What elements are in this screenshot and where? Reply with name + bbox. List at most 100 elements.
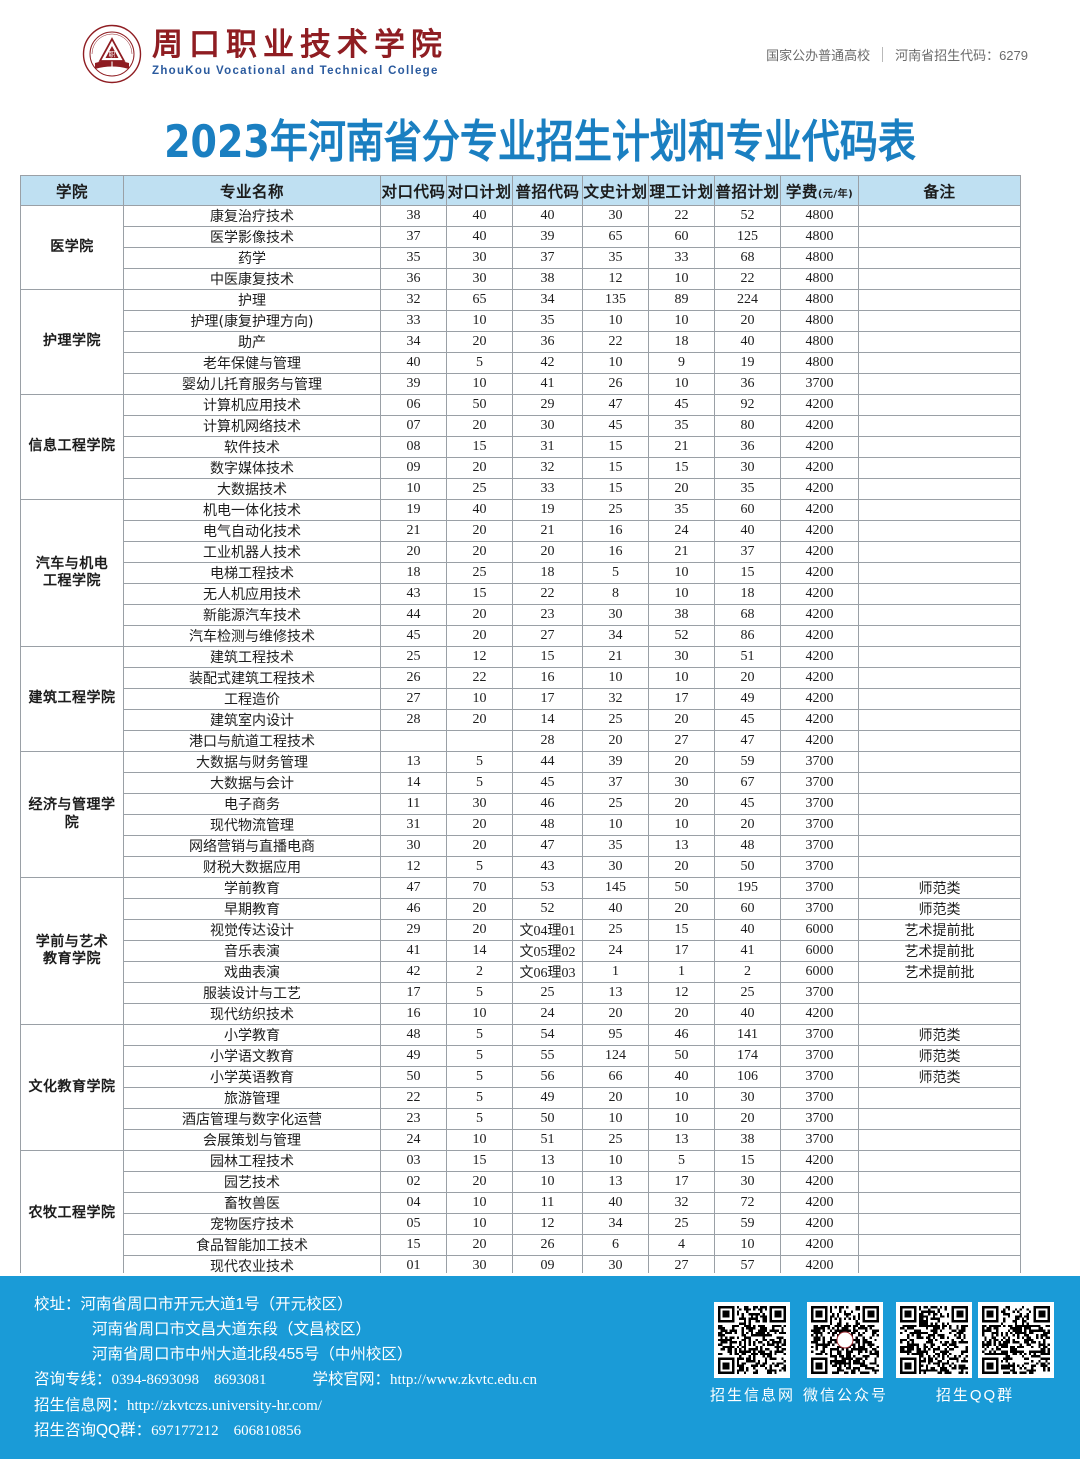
table-row: 宠物医疗技术 05 10 12 34 25 59 4200 bbox=[21, 1213, 1021, 1235]
table-row: 旅游管理 22 5 49 20 10 30 3700 bbox=[21, 1087, 1021, 1109]
lg-plan-cell: 27 bbox=[648, 730, 715, 752]
column-header-2: 对口代码 bbox=[380, 175, 447, 206]
pz-plan-cell: 10 bbox=[714, 1234, 781, 1256]
college-cell-7: 文化教育学院 bbox=[20, 1024, 124, 1151]
dk-plan-cell: 5 bbox=[446, 1024, 513, 1046]
college-name-cn: 周口职业技术学院 bbox=[152, 27, 448, 64]
ws-plan-cell: 40 bbox=[582, 1192, 649, 1214]
dk-code-cell: 05 bbox=[380, 1213, 447, 1235]
pz-plan-cell: 52 bbox=[714, 205, 781, 227]
major-name-cell: 工程造价 bbox=[123, 688, 381, 710]
qr-code-icon[interactable] bbox=[896, 1302, 972, 1378]
remark-cell bbox=[858, 331, 1021, 353]
ws-plan-cell: 45 bbox=[582, 415, 649, 437]
title-block: 2023年河南省分专业招生计划和专业代码表 bbox=[0, 108, 1080, 175]
tuition-cell: 4200 bbox=[780, 1150, 859, 1172]
lg-plan-cell: 10 bbox=[648, 1108, 715, 1130]
lg-plan-cell: 35 bbox=[648, 499, 715, 521]
remark-cell: 师范类 bbox=[858, 877, 1021, 899]
ws-plan-cell: 25 bbox=[582, 793, 649, 815]
pz-code-cell: 17 bbox=[512, 688, 583, 710]
qr-code-icon[interactable] bbox=[978, 1302, 1054, 1378]
qr-code-icon[interactable] bbox=[807, 1302, 884, 1378]
remark-cell bbox=[858, 1171, 1021, 1193]
remark-cell bbox=[858, 373, 1021, 395]
dk-plan-cell: 5 bbox=[446, 1087, 513, 1109]
major-name-cell: 园艺技术 bbox=[123, 1171, 381, 1193]
major-name-cell: 建筑工程技术 bbox=[123, 646, 381, 668]
dk-code-cell: 26 bbox=[380, 667, 447, 689]
table-row: 电子商务 11 30 46 25 20 45 3700 bbox=[21, 793, 1021, 815]
table-row: 装配式建筑工程技术 26 22 16 10 10 20 4200 bbox=[21, 667, 1021, 689]
table-row: 现代物流管理 31 20 48 10 10 20 3700 bbox=[21, 814, 1021, 836]
pz-plan-cell: 20 bbox=[714, 310, 781, 332]
qq-group-label: 招生咨询QQ群： bbox=[34, 1421, 152, 1439]
table-row: 会展策划与管理 24 10 51 25 13 38 3700 bbox=[21, 1129, 1021, 1151]
qr-label-1: 微信公众号 bbox=[802, 1387, 888, 1404]
major-name-cell: 旅游管理 bbox=[123, 1087, 381, 1109]
remark-cell: 艺术提前批 bbox=[858, 940, 1021, 962]
remark-cell: 师范类 bbox=[858, 1045, 1021, 1067]
lg-plan-cell: 5 bbox=[648, 1150, 715, 1172]
ws-plan-cell: 30 bbox=[582, 604, 649, 626]
qr-group-2: 招生QQ群 bbox=[896, 1302, 1054, 1405]
pz-code-cell: 27 bbox=[512, 625, 583, 647]
lg-plan-cell: 46 bbox=[648, 1024, 715, 1046]
contact-info-block: 校址：河南省周口市开元大道1号（开元校区） 河南省周口市文昌大道东段（文昌校区）… bbox=[0, 1276, 537, 1443]
ws-plan-cell: 26 bbox=[582, 373, 649, 395]
tuition-cell: 4800 bbox=[780, 226, 859, 248]
ws-plan-cell: 24 bbox=[582, 940, 649, 962]
major-name-cell: 现代纺织技术 bbox=[123, 1003, 381, 1025]
pz-code-cell: 文05理02 bbox=[512, 940, 583, 962]
major-name-cell: 服装设计与工艺 bbox=[123, 982, 381, 1004]
tuition-cell: 4200 bbox=[780, 646, 859, 668]
major-name-cell: 园林工程技术 bbox=[123, 1150, 381, 1172]
remark-cell bbox=[858, 667, 1021, 689]
pz-plan-cell: 36 bbox=[714, 436, 781, 458]
lg-plan-cell: 38 bbox=[648, 604, 715, 626]
lg-plan-cell: 20 bbox=[648, 856, 715, 878]
svg-text:职: 职 bbox=[109, 51, 116, 59]
pz-code-cell: 26 bbox=[512, 1234, 583, 1256]
pz-plan-cell: 174 bbox=[714, 1045, 781, 1067]
table-row: 园艺技术 02 20 10 13 17 30 4200 bbox=[21, 1171, 1021, 1193]
pz-plan-cell: 60 bbox=[714, 499, 781, 521]
qr-code-icon[interactable] bbox=[714, 1302, 791, 1378]
pz-plan-cell: 60 bbox=[714, 898, 781, 920]
ws-plan-cell: 66 bbox=[582, 1066, 649, 1088]
dk-plan-cell: 5 bbox=[446, 1066, 513, 1088]
lg-plan-cell: 50 bbox=[648, 1045, 715, 1067]
major-name-cell: 药学 bbox=[123, 247, 381, 269]
major-name-cell: 助产 bbox=[123, 331, 381, 353]
college-seal-icon: 职 bbox=[82, 24, 142, 84]
dk-plan-cell: 5 bbox=[446, 352, 513, 374]
table-row: 建筑工程学院 建筑工程技术 25 12 15 21 30 51 4200 bbox=[20, 646, 1021, 752]
tuition-cell: 4200 bbox=[780, 541, 859, 563]
pz-code-cell: 14 bbox=[512, 709, 583, 731]
column-header-7: 普招计划 bbox=[714, 175, 781, 206]
table-row: 无人机应用技术 43 15 22 8 10 18 4200 bbox=[21, 583, 1021, 605]
ws-plan-cell: 10 bbox=[582, 310, 649, 332]
remark-cell bbox=[858, 856, 1021, 878]
major-name-cell: 网络营销与直播电商 bbox=[123, 835, 381, 857]
tuition-cell: 4800 bbox=[780, 247, 859, 269]
website-url[interactable]: http://www.zkvtc.edu.cn bbox=[390, 1372, 537, 1389]
pz-plan-cell: 45 bbox=[714, 709, 781, 731]
dk-code-cell: 17 bbox=[380, 982, 447, 1004]
major-name-cell: 机电一体化技术 bbox=[123, 499, 381, 521]
qr-group-0: 招生信息网 bbox=[710, 1302, 795, 1405]
ws-plan-cell: 21 bbox=[582, 646, 649, 668]
admission-site-url[interactable]: http://zkvtczs.university-hr.com/ bbox=[127, 1397, 322, 1414]
table-row: 汽车检测与维修技术 45 20 27 34 52 86 4200 bbox=[21, 625, 1021, 647]
lg-plan-cell: 52 bbox=[648, 625, 715, 647]
table-row: 畜牧兽医 04 10 11 40 32 72 4200 bbox=[21, 1192, 1021, 1214]
lg-plan-cell: 50 bbox=[648, 877, 715, 899]
tuition-cell: 4800 bbox=[780, 310, 859, 332]
qr-center-seal-icon bbox=[836, 1331, 854, 1349]
remark-cell bbox=[858, 772, 1021, 794]
major-name-cell: 酒店管理与数字化运营 bbox=[123, 1108, 381, 1130]
pz-code-cell: 41 bbox=[512, 373, 583, 395]
pz-code-cell: 12 bbox=[512, 1213, 583, 1235]
dk-code-cell: 36 bbox=[380, 268, 447, 290]
admission-plan-table: 学院 专业名称 对口代码 对口计划 普招代码 文史计划 理工计划 普招计划 学费(元/年) 备注 … bbox=[20, 175, 1021, 1319]
